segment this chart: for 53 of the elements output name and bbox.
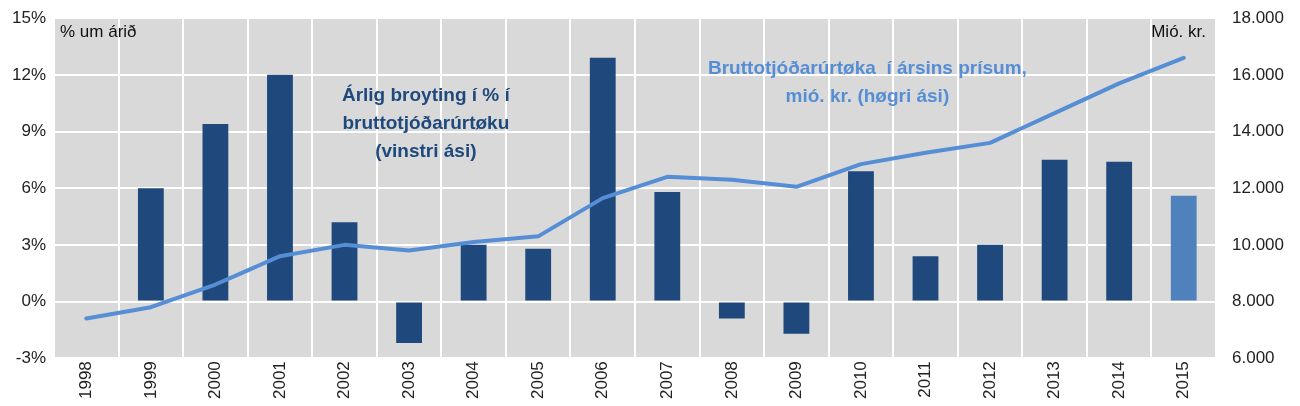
series-label: Bruttotjóðarúrtøka í ársins prísum, mió. kr. (høgri ási) xyxy=(708,56,1027,106)
y-tick-label: 15% xyxy=(11,7,47,27)
y2-tick-label: 8.000 xyxy=(1232,291,1275,311)
y-tick-label: 6% xyxy=(21,177,47,197)
y-tick-label: 0% xyxy=(21,291,47,311)
x-tick-label: 2005 xyxy=(527,361,547,400)
y2-tick-label: 12.000 xyxy=(1232,177,1284,197)
bar xyxy=(1106,161,1133,301)
bar xyxy=(137,188,164,301)
x-tick-label: 2000 xyxy=(205,361,225,400)
x-tick-label: 2004 xyxy=(463,361,483,400)
x-tick-label: 2003 xyxy=(398,361,418,400)
bar xyxy=(1041,159,1068,301)
bar xyxy=(977,244,1003,301)
bar xyxy=(331,222,358,301)
bar xyxy=(396,302,422,344)
bar xyxy=(912,256,939,301)
bar xyxy=(589,57,616,301)
x-tick-label: 2002 xyxy=(334,361,354,400)
y2-tick-label: 16.000 xyxy=(1232,64,1284,84)
bar xyxy=(654,191,681,301)
y-tick-label: 12% xyxy=(11,64,47,84)
x-tick-label: 2007 xyxy=(656,361,676,400)
x-tick-label: 2011 xyxy=(915,361,935,398)
bar xyxy=(718,302,745,319)
bar xyxy=(1170,195,1197,301)
y-tick-label: 9% xyxy=(21,121,47,141)
x-tick-label: 1999 xyxy=(140,361,160,400)
y2-tick-label: 14.000 xyxy=(1232,121,1284,141)
x-tick-label: 2014 xyxy=(1108,361,1128,400)
x-tick-label: 2015 xyxy=(1173,361,1193,400)
x-tick-label: 2013 xyxy=(1044,361,1064,400)
y-axis-title: % um árið xyxy=(60,22,137,42)
bar xyxy=(202,123,229,301)
x-tick-label: 2009 xyxy=(786,361,806,400)
y-tick-label: 3% xyxy=(21,234,47,254)
y-tick-label: -3% xyxy=(15,347,47,367)
bar xyxy=(848,171,874,301)
bar xyxy=(525,248,552,301)
y2-tick-label: 10.000 xyxy=(1232,234,1284,254)
x-tick-label: 2010 xyxy=(850,361,870,400)
y2-tick-label: 18.000 xyxy=(1232,7,1284,27)
bar xyxy=(267,74,293,301)
bar xyxy=(460,244,487,301)
x-tick-label: 2006 xyxy=(592,361,612,400)
text: Árlig broyting í % í bruttotjóðarúrtøku (vinstri ási) xyxy=(341,83,511,161)
y2-tick-label: 6.000 xyxy=(1232,347,1275,367)
x-tick-label: 2012 xyxy=(979,361,999,400)
x-tick-label: 2001 xyxy=(269,361,289,400)
bar xyxy=(783,302,810,334)
x-tick-label: 1998 xyxy=(75,361,95,400)
y2-axis-title: Mió. kr. xyxy=(1151,22,1206,42)
x-tick-label: 2008 xyxy=(721,361,741,400)
